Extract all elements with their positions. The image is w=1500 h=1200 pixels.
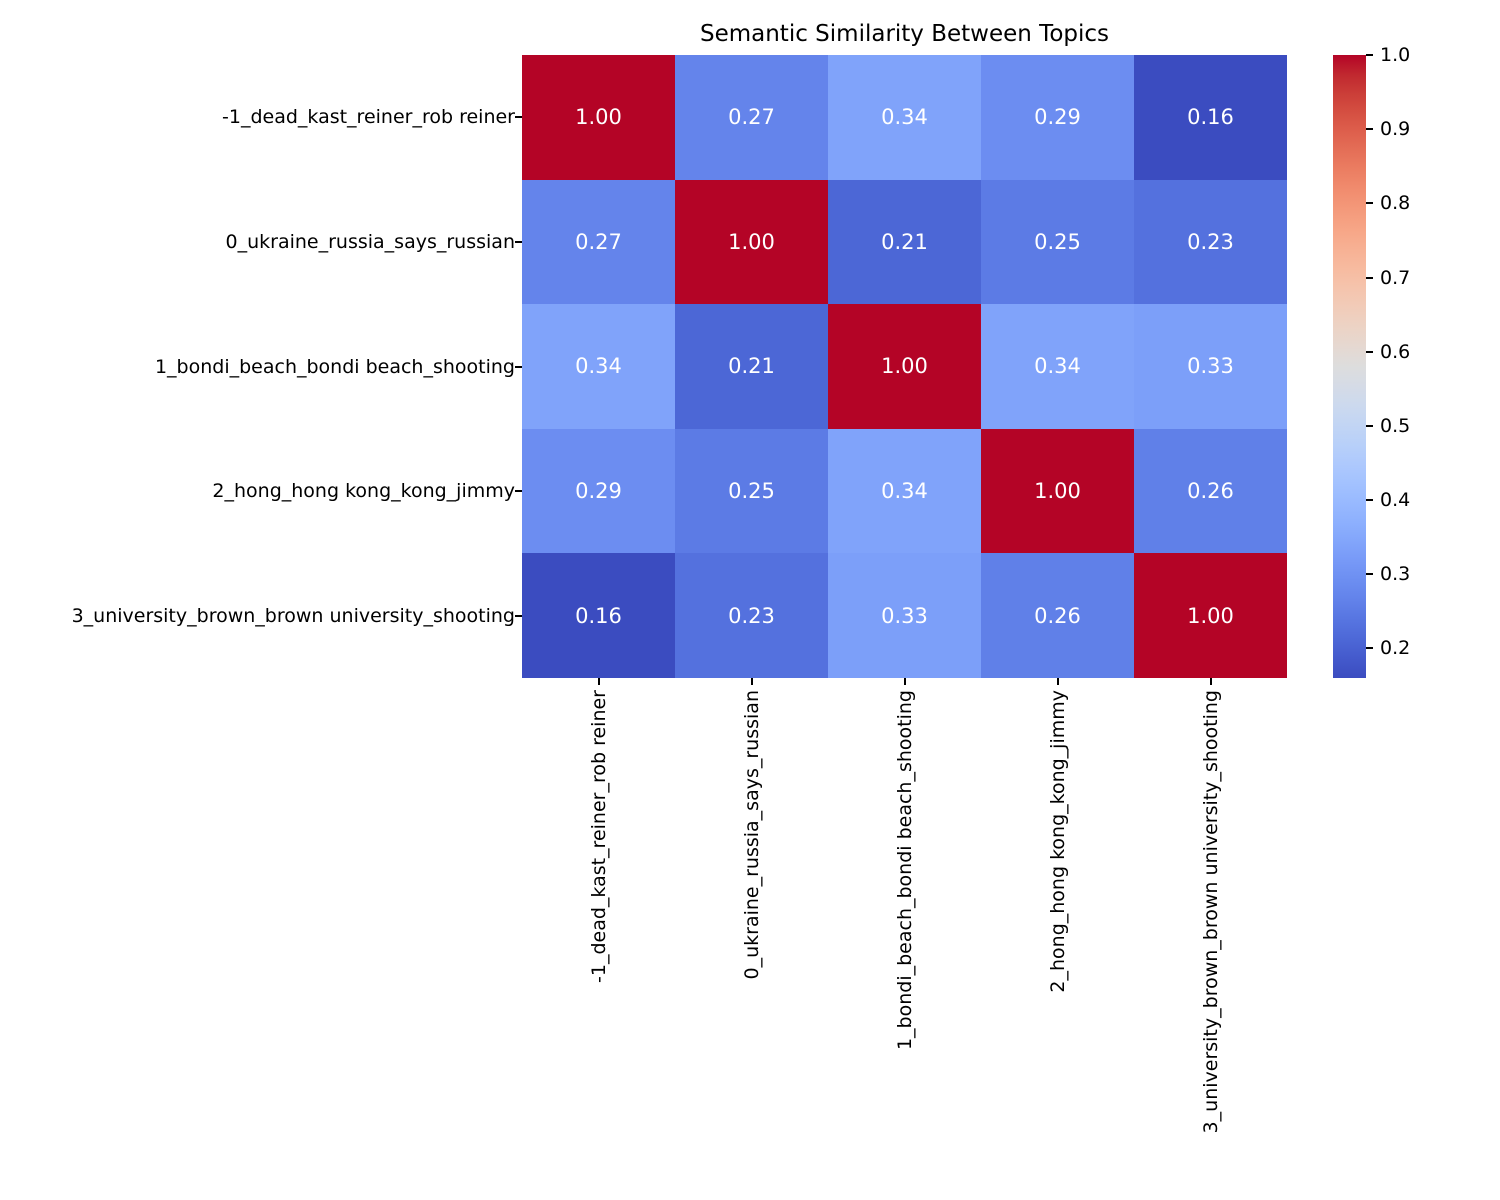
cell-value: 0.16 (575, 603, 622, 628)
colorbar-tick-label: 0.4 (1380, 489, 1411, 511)
colorbar-tick-label: 0.7 (1380, 266, 1411, 289)
y-tick-label: -1_dead_kast_reiner_rob reiner (222, 106, 515, 129)
cell-value: 0.34 (881, 105, 928, 130)
x-tick-mark (597, 678, 600, 685)
y-tick-mark (515, 614, 522, 617)
x-tick-label: -1_dead_kast_reiner_rob reiner (587, 690, 610, 983)
x-tick-label: 3_university_brown_brown university_shoo… (1199, 690, 1222, 1134)
colorbar-tick-label: 0.8 (1380, 192, 1411, 215)
heatmap-cell-r0c2: 0.34 (828, 55, 981, 180)
cell-value: 0.16 (1187, 105, 1234, 130)
heatmap-cell-r1c4: 0.23 (1134, 179, 1287, 305)
cell-value: 0.25 (728, 479, 775, 504)
y-tick-mark (515, 365, 522, 368)
cell-value: 0.25 (1034, 229, 1081, 254)
heatmap-cell-r3c4: 0.26 (1134, 428, 1287, 554)
cell-value: 1.00 (575, 105, 622, 130)
cell-value: 0.23 (1187, 229, 1234, 254)
heatmap-cell-r1c3: 0.25 (981, 179, 1134, 305)
cell-value: 0.27 (575, 229, 622, 254)
cell-value: 0.21 (881, 229, 928, 254)
cell-value: 1.00 (881, 354, 928, 379)
heatmap-cell-r3c3: 1.00 (981, 428, 1134, 554)
x-tick-mark (750, 678, 753, 685)
colorbar-tick-mark (1366, 276, 1373, 279)
cell-value: 1.00 (1034, 479, 1081, 504)
heatmap-cell-r1c0: 0.27 (522, 179, 675, 305)
heatmap-cell-r1c1: 1.00 (675, 179, 828, 305)
heatmap-cell-r1c2: 0.21 (828, 179, 981, 305)
x-tick-label: 1_bondi_beach_bondi beach_shooting (893, 690, 916, 1051)
cell-value: 0.29 (1034, 105, 1081, 130)
heatmap-cell-r2c2: 1.00 (828, 304, 981, 429)
heatmap-cell-r2c3: 0.34 (981, 304, 1134, 429)
heatmap-cell-r3c1: 0.25 (675, 428, 828, 554)
x-tick-mark (903, 678, 906, 685)
cell-value: 0.34 (575, 354, 622, 379)
cell-value: 0.26 (1187, 479, 1234, 504)
heatmap-cell-r4c1: 0.23 (675, 553, 828, 678)
colorbar (1333, 55, 1366, 678)
heatmap-cell-r2c1: 0.21 (675, 304, 828, 429)
colorbar-tick-label: 0.5 (1380, 414, 1411, 437)
heatmap-cell-r0c3: 0.29 (981, 55, 1134, 180)
y-tick-mark (515, 116, 522, 119)
y-tick-label: 1_bondi_beach_bondi beach_shooting (154, 355, 515, 378)
y-tick-mark (515, 490, 522, 493)
colorbar-tick-mark (1366, 202, 1373, 205)
heatmap-cell-r4c0: 0.16 (522, 553, 675, 678)
colorbar-tick-mark (1366, 350, 1373, 353)
heatmap-cell-r3c0: 0.29 (522, 428, 675, 554)
heatmap-cell-r2c0: 0.34 (522, 304, 675, 429)
colorbar-tick-mark (1366, 499, 1373, 501)
cell-value: 0.29 (575, 479, 622, 504)
cell-value: 0.21 (728, 354, 775, 379)
cell-value: 0.33 (881, 603, 928, 628)
y-tick-label: 2_hong_hong kong_kong_jimmy (212, 480, 515, 503)
heatmap-cell-r4c2: 0.33 (828, 553, 981, 678)
y-tick-label: 3_university_brown_brown university_shoo… (71, 604, 515, 627)
heatmap-cell-r3c2: 0.34 (828, 428, 981, 554)
heatmap-cell-r0c4: 0.16 (1134, 55, 1287, 180)
heatmap-cell-r0c1: 0.27 (675, 55, 828, 180)
colorbar-tick-mark (1366, 647, 1373, 650)
cell-value: 0.34 (881, 479, 928, 504)
heatmap-plot: 1.00 0.27 0.34 0.29 0.16 0.27 1.00 0.21 0.25 0.23… (522, 55, 1287, 678)
x-tick-label: 2_hong_hong kong_kong_jimmy (1046, 690, 1069, 993)
colorbar-tick-label: 0.6 (1380, 340, 1411, 363)
cell-value: 0.27 (728, 105, 775, 130)
colorbar-tick-mark (1366, 424, 1373, 427)
y-tick-label: 0_ukraine_russia_says_russian (225, 230, 515, 253)
heatmap-cell-r2c4: 0.33 (1134, 304, 1287, 429)
x-tick-mark (1056, 678, 1059, 685)
heatmap-cell-r4c3: 0.26 (981, 553, 1134, 678)
colorbar-tick-label: 0.2 (1380, 637, 1411, 660)
cell-value: 1.00 (1187, 603, 1234, 628)
x-tick-label: 0_ukraine_russia_says_russian (740, 690, 763, 980)
colorbar-tick-label: 0.3 (1380, 563, 1411, 586)
y-tick-mark (515, 240, 522, 243)
colorbar-tick-label: 0.9 (1380, 118, 1411, 141)
cell-value: 0.23 (728, 603, 775, 628)
colorbar-tick-mark (1366, 128, 1373, 131)
cell-value: 0.26 (1034, 603, 1081, 628)
cell-value: 0.34 (1034, 354, 1081, 379)
colorbar-tick-mark (1366, 54, 1373, 56)
heatmap-cell-r0c0: 1.00 (522, 55, 675, 180)
x-tick-mark (1209, 678, 1212, 685)
chart-title: Semantic Similarity Between Topics (699, 21, 1110, 47)
colorbar-tick-mark (1366, 573, 1373, 576)
cell-value: 1.00 (728, 229, 775, 254)
heatmap-cell-r4c4: 1.00 (1134, 553, 1287, 678)
cell-value: 0.33 (1187, 354, 1234, 379)
colorbar-tick-label: 1.0 (1380, 44, 1411, 66)
